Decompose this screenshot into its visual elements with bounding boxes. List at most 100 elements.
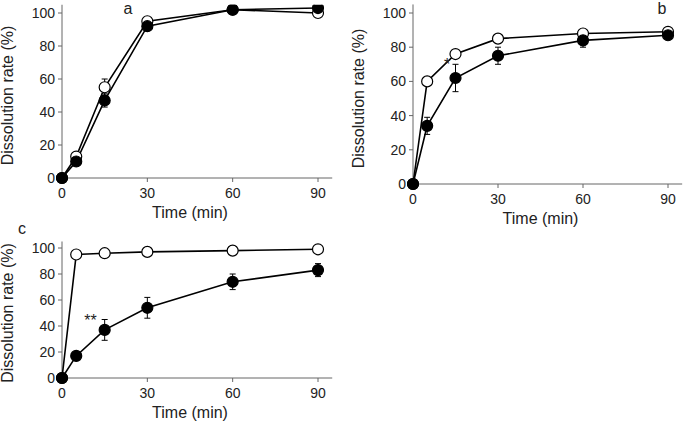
data-point bbox=[408, 179, 419, 190]
x-tick bbox=[583, 184, 584, 188]
error-cap bbox=[102, 340, 108, 341]
data-point bbox=[408, 179, 419, 190]
data-point bbox=[313, 265, 324, 276]
error-cap bbox=[102, 93, 108, 94]
data-point bbox=[493, 33, 504, 44]
x-tick bbox=[232, 378, 233, 382]
y-tick bbox=[58, 326, 62, 327]
y-axis-label: Dissolution rate (%) bbox=[0, 243, 16, 383]
series-line bbox=[62, 249, 318, 378]
data-point bbox=[57, 173, 68, 184]
y-tick bbox=[409, 47, 413, 48]
y-tick-label: 100 bbox=[32, 240, 56, 256]
error-cap bbox=[424, 117, 430, 118]
error-cap bbox=[102, 79, 108, 80]
error-cap bbox=[495, 47, 501, 48]
x-axis bbox=[62, 178, 332, 179]
error-cap bbox=[580, 47, 586, 48]
y-axis-label: Dissolution rate (%) bbox=[0, 26, 16, 166]
y-tick bbox=[58, 46, 62, 47]
data-point bbox=[227, 5, 238, 15]
error-cap bbox=[102, 107, 108, 108]
y-tick-label: 60 bbox=[390, 73, 406, 89]
y-tick-label: 80 bbox=[39, 266, 55, 282]
y-tick bbox=[58, 300, 62, 301]
y-tick-label: 100 bbox=[383, 5, 407, 21]
data-point bbox=[142, 246, 153, 257]
y-tick bbox=[58, 79, 62, 80]
y-tick bbox=[58, 248, 62, 249]
x-axis bbox=[413, 184, 682, 185]
y-tick bbox=[409, 81, 413, 82]
error-cap bbox=[424, 134, 430, 135]
data-point bbox=[71, 156, 82, 167]
y-axis bbox=[62, 5, 63, 178]
x-tick bbox=[668, 184, 669, 188]
x-tick-label: 60 bbox=[575, 191, 591, 207]
x-axis bbox=[62, 378, 332, 379]
data-point bbox=[57, 173, 68, 184]
data-point bbox=[313, 5, 324, 14]
figure: 0 20 40 60 80 100 0 30 60 90 Time (min) Dissolution… bbox=[0, 0, 685, 434]
x-tick-label: 60 bbox=[225, 185, 241, 201]
y-tick-label: 0 bbox=[47, 370, 55, 386]
y-axis bbox=[413, 4, 414, 184]
significance-mark: ** bbox=[84, 312, 96, 329]
data-point bbox=[663, 30, 674, 41]
data-point bbox=[493, 50, 504, 61]
x-tick bbox=[232, 178, 233, 182]
y-tick-label: 20 bbox=[390, 142, 406, 158]
x-tick bbox=[318, 378, 319, 382]
y-tick-label: 40 bbox=[39, 318, 55, 334]
x-tick-label: 90 bbox=[310, 385, 326, 401]
panel: 0204060801000306090Time (min)Dissolution… bbox=[0, 0, 332, 221]
y-tick bbox=[409, 149, 413, 150]
y-tick-label: 20 bbox=[39, 344, 55, 360]
x-tick-label: 0 bbox=[58, 185, 66, 201]
error-cap bbox=[102, 319, 108, 320]
data-point bbox=[57, 373, 68, 384]
y-tick bbox=[58, 112, 62, 113]
panel-letter: a bbox=[124, 0, 133, 17]
y-tick-label: 100 bbox=[32, 5, 56, 21]
y-tick-label: 20 bbox=[39, 137, 55, 153]
y-tick-label: 0 bbox=[398, 176, 406, 192]
data-point bbox=[71, 249, 82, 260]
data-point bbox=[450, 72, 461, 83]
y-tick bbox=[58, 352, 62, 353]
x-tick bbox=[147, 378, 148, 382]
x-axis-label: Time (min) bbox=[152, 404, 228, 421]
x-tick-label: 90 bbox=[310, 185, 326, 201]
plot-area bbox=[57, 5, 324, 184]
panel-letter: c bbox=[18, 220, 26, 237]
y-tick bbox=[58, 13, 62, 14]
y-tick-label: 80 bbox=[390, 39, 406, 55]
y-tick bbox=[409, 115, 413, 116]
x-axis-label: Time (min) bbox=[503, 210, 579, 227]
error-cap bbox=[230, 274, 236, 275]
data-point bbox=[450, 49, 461, 60]
x-tick bbox=[147, 178, 148, 182]
error-cap bbox=[144, 318, 150, 319]
error-cap bbox=[230, 289, 236, 290]
series-line bbox=[413, 35, 668, 184]
x-tick-label: 30 bbox=[140, 185, 156, 201]
error-cap bbox=[453, 64, 459, 65]
y-tick-label: 80 bbox=[39, 38, 55, 54]
x-tick bbox=[318, 178, 319, 182]
data-point bbox=[313, 244, 324, 255]
y-tick bbox=[409, 13, 413, 14]
data-point bbox=[71, 350, 82, 361]
y-tick bbox=[58, 274, 62, 275]
x-tick-label: 90 bbox=[660, 191, 676, 207]
data-point bbox=[578, 35, 589, 46]
data-point bbox=[227, 245, 238, 256]
data-point bbox=[99, 95, 110, 106]
x-axis-label: Time (min) bbox=[152, 204, 228, 221]
x-tick-label: 30 bbox=[490, 191, 506, 207]
error-cap bbox=[315, 276, 321, 277]
x-tick bbox=[498, 184, 499, 188]
panel-letter: b bbox=[658, 0, 667, 17]
data-point bbox=[99, 324, 110, 335]
data-point bbox=[227, 5, 238, 15]
